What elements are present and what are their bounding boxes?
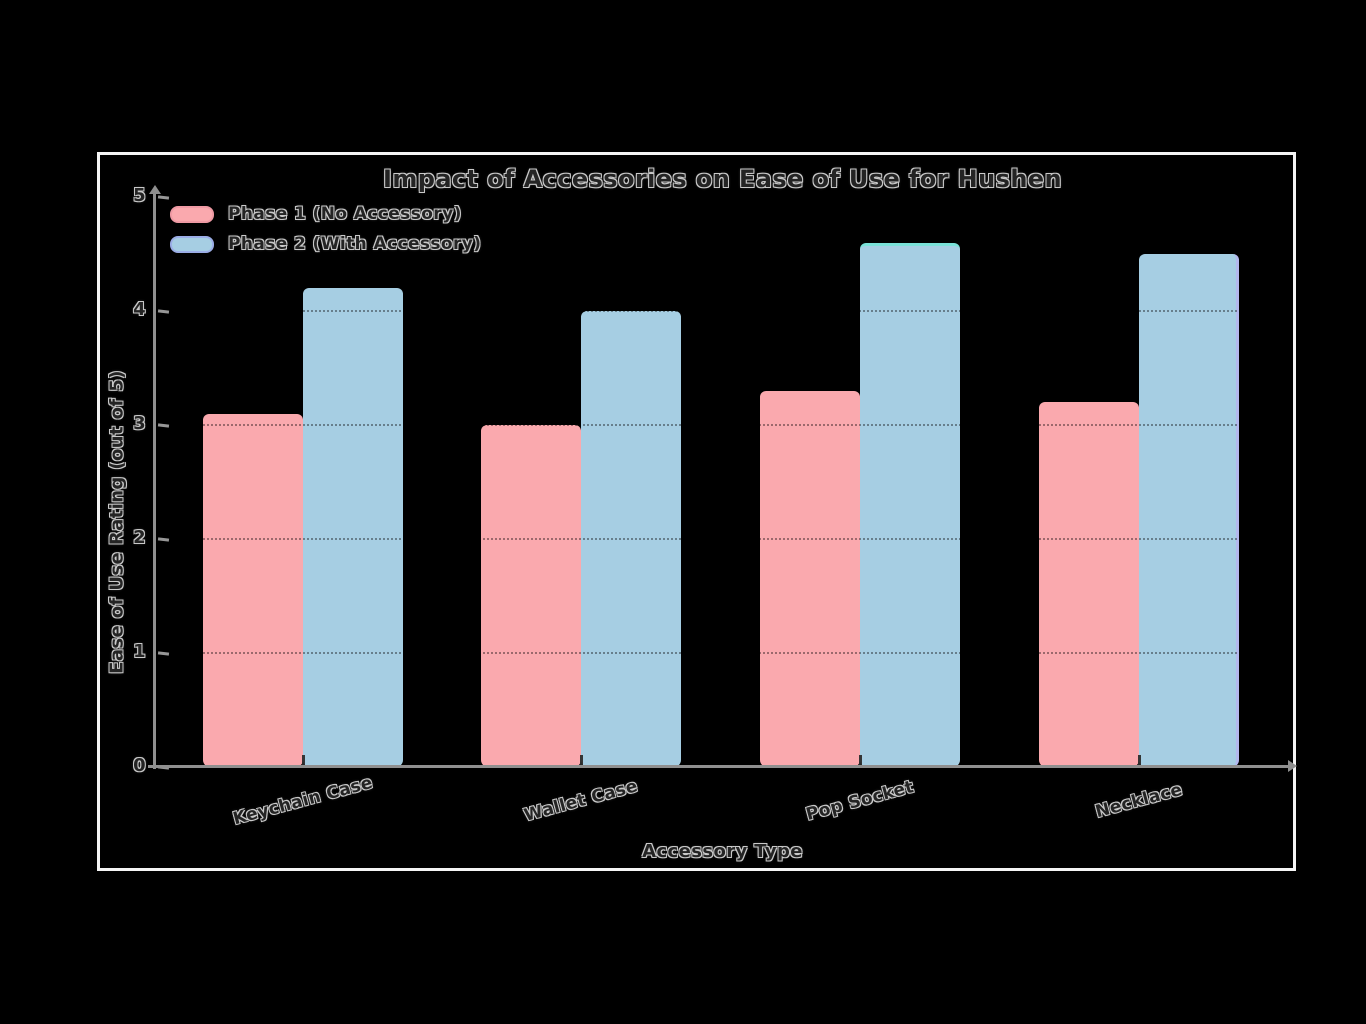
bar-phase2-pop-socket <box>860 243 960 767</box>
legend-item-phase1: Phase 1 (No Accessory) <box>170 199 481 229</box>
y-tick-mark-3 <box>157 423 170 428</box>
y-tick-mark-4 <box>157 309 170 314</box>
gridline-y5 <box>156 196 1288 198</box>
figure-frame: Impact of Accessories on Ease of Use for… <box>97 152 1297 871</box>
y-axis-line <box>153 191 156 769</box>
bar-phase1-pop-socket <box>760 391 860 767</box>
x-tick-mark-necklace <box>1138 755 1141 767</box>
legend-swatch-icon <box>170 205 214 223</box>
legend-label: Phase 1 (No Accessory) <box>228 204 462 224</box>
x-axis-line <box>148 765 1290 768</box>
legend-item-phase2: Phase 2 (With Accessory) <box>170 229 481 259</box>
x-tick-mark-pop-socket <box>859 755 862 767</box>
y-tick-label-3: 3 <box>133 413 146 434</box>
y-tick-label-1: 1 <box>133 641 146 662</box>
bar-phase2-necklace <box>1139 254 1239 767</box>
bar-phase1-necklace <box>1039 402 1139 767</box>
x-tick-label-necklace: Necklace <box>1093 779 1185 823</box>
legend-label: Phase 2 (With Accessory) <box>228 234 482 254</box>
x-axis-label: Accessory Type <box>642 841 803 862</box>
bar-phase1-keychain-case <box>203 414 303 767</box>
bar-phase2-wallet-case <box>581 311 681 767</box>
x-axis-arrow-icon <box>1288 760 1297 772</box>
bar-phase1-wallet-case <box>481 425 581 767</box>
gridline-y3 <box>156 424 1288 426</box>
y-tick-label-5: 5 <box>133 185 146 206</box>
y-tick-mark-5 <box>157 195 170 200</box>
legend: Phase 1 (No Accessory) Phase 2 (With Acce… <box>170 199 481 259</box>
y-axis-arrow-icon <box>149 185 161 194</box>
x-tick-label-wallet-case: Wallet Case <box>521 776 641 826</box>
gridline-y2 <box>156 538 1288 540</box>
plot-area: Impact of Accessories on Ease of Use for… <box>100 155 1297 868</box>
x-tick-mark-keychain-case <box>302 755 305 767</box>
bar-phase2-keychain-case <box>303 288 403 767</box>
y-tick-mark-1 <box>157 651 170 656</box>
gridline-y1 <box>156 652 1288 654</box>
x-tick-label-keychain-case: Keychain Case <box>230 772 376 830</box>
chart-title: Impact of Accessories on Ease of Use for… <box>383 165 1062 193</box>
y-tick-label-4: 4 <box>133 299 146 320</box>
gridline-y4 <box>156 310 1288 312</box>
x-tick-mark-wallet-case <box>580 755 583 767</box>
y-tick-label-2: 2 <box>133 527 146 548</box>
y-tick-mark-2 <box>157 537 170 542</box>
y-tick-label-0: 0 <box>133 755 146 776</box>
legend-swatch-icon <box>170 235 214 253</box>
x-tick-label-pop-socket: Pop Socket <box>803 777 917 825</box>
